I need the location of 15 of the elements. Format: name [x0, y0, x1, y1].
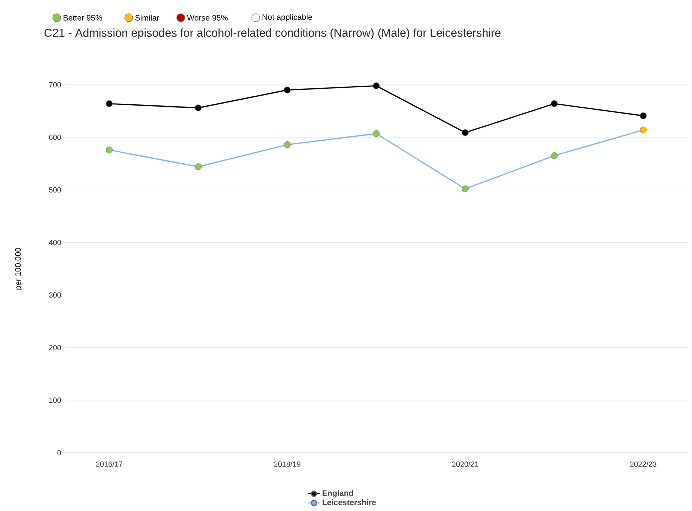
point: [551, 152, 558, 160]
point: [195, 164, 202, 170]
point: [284, 86, 291, 94]
chart-title: C21 - Admission episodes for alcohol-related conditions (Narrow) (Male) for Leicestershire: [44, 28, 501, 40]
point: [551, 100, 558, 108]
point: [640, 112, 647, 120]
point: [373, 82, 380, 90]
point: [462, 129, 469, 136]
point: [373, 130, 380, 138]
point: [284, 142, 291, 148]
point: [106, 146, 113, 154]
point: [462, 186, 469, 192]
point: [640, 126, 647, 134]
point: [195, 104, 202, 112]
point: [106, 100, 113, 108]
